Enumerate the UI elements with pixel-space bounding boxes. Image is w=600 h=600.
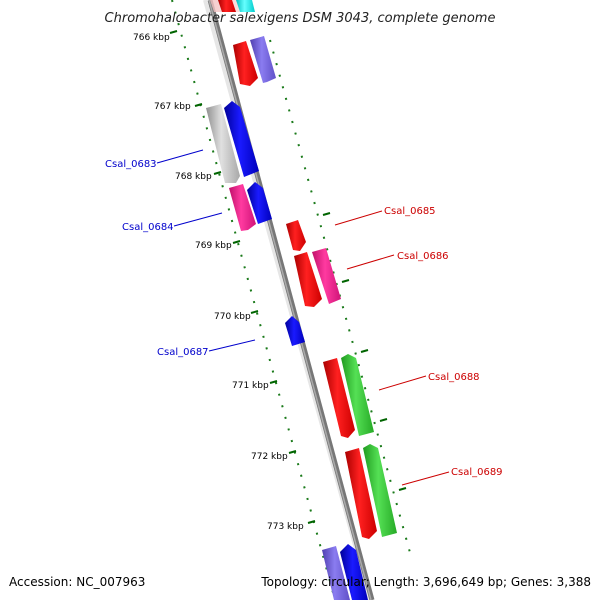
kbp-label-769: 769 kbp — [195, 241, 232, 251]
kbp-label-766: 766 kbp — [133, 33, 170, 43]
map-title: Chromohalobacter salexigens DSM 3043, co… — [105, 11, 496, 26]
gene-label-csal-0688[interactable]: Csal_0688 — [428, 372, 480, 383]
gene-label-csal-0687[interactable]: Csal_0687 — [157, 347, 209, 358]
accession-text: Accession: NC_007963 — [9, 575, 145, 589]
gene-feature-green-0689[interactable] — [363, 444, 397, 537]
kbp-label-773: 773 kbp — [267, 522, 304, 532]
gene-feature-red-1[interactable] — [233, 41, 258, 86]
gene-feature-cyan-top[interactable] — [236, 0, 255, 12]
gene-label-csal-0686[interactable]: Csal_0686 — [397, 251, 449, 262]
gene-label-csal-0684[interactable]: Csal_0684 — [122, 222, 174, 233]
gene-feature-green-0688[interactable] — [341, 354, 374, 436]
genome-backbone-highlight — [208, 0, 372, 600]
kbp-label-767: 767 kbp — [154, 102, 191, 112]
gene-feature-blue-0684[interactable] — [247, 182, 272, 224]
gene-feature-gray-0683[interactable] — [206, 104, 240, 183]
gene-feature-blue-0687[interactable] — [285, 316, 305, 346]
leader-line-0688 — [378, 375, 427, 391]
leader-line-0685 — [334, 210, 383, 226]
leader-line-0683 — [156, 149, 204, 164]
gene-label-csal-0689[interactable]: Csal_0689 — [451, 467, 503, 478]
gene-feature-red-0686[interactable] — [294, 252, 322, 307]
gene-feature-red-0689[interactable] — [345, 448, 377, 539]
gene-label-csal-0683[interactable]: Csal_0683 — [105, 159, 157, 170]
major-ticks — [169, 30, 316, 524]
kbp-label-772: 772 kbp — [251, 452, 288, 462]
gene-feature-red-0685[interactable] — [286, 220, 306, 251]
gene-feature-slate-1[interactable] — [250, 36, 276, 83]
kbp-label-768: 768 kbp — [175, 172, 212, 182]
gene-feature-magenta-0684[interactable] — [229, 184, 256, 231]
genome-info-text: Topology: circular; Length: 3,696,649 bp… — [260, 575, 591, 589]
leader-line-0684 — [173, 212, 223, 227]
gene-feature-red-top[interactable] — [218, 0, 236, 12]
gene-feature-blue-0683[interactable] — [224, 101, 259, 177]
gene-feature-slate-bottom[interactable] — [322, 546, 350, 600]
gene-label-csal-0685[interactable]: Csal_0685 — [384, 206, 436, 217]
kbp-label-771: 771 kbp — [232, 381, 269, 391]
genome-backbone — [207, 0, 375, 600]
right-track-accents — [322, 212, 407, 491]
gene-feature-magenta-0686[interactable] — [312, 248, 341, 304]
leader-line-0687 — [208, 339, 256, 352]
leader-line-0689 — [401, 471, 450, 486]
kbp-label-770: 770 kbp — [214, 312, 251, 322]
gene-feature-red-0688[interactable] — [323, 358, 355, 438]
leader-line-0686 — [346, 254, 395, 270]
gene-feature-blue-bottom[interactable] — [340, 544, 368, 600]
